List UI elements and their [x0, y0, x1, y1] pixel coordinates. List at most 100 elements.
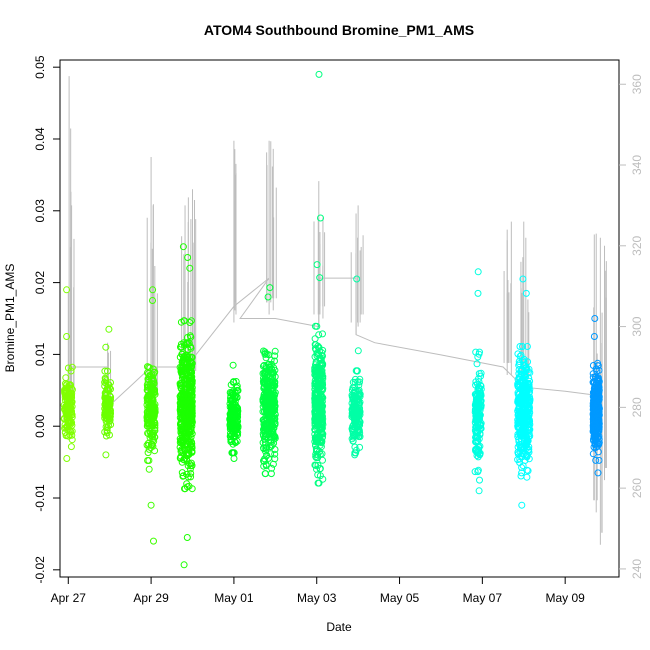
data-point: [263, 433, 270, 441]
data-point: [176, 407, 184, 415]
data-point: [268, 433, 275, 441]
data-point: [187, 425, 195, 433]
data-point: [524, 467, 532, 475]
data-point: [355, 406, 362, 414]
data-point: [311, 377, 319, 384]
data-point: [62, 374, 70, 382]
data-point: [188, 368, 195, 376]
data-point: [231, 389, 239, 397]
data-point: [472, 414, 480, 422]
data-point: [260, 391, 268, 399]
data-point: [184, 364, 192, 372]
data-point: [595, 456, 603, 464]
data-point: [179, 437, 187, 445]
data-point: [349, 425, 357, 433]
data-point: [102, 432, 110, 440]
data-point: [182, 385, 189, 393]
data-point: [150, 537, 157, 545]
data-point: [260, 462, 268, 470]
data-point: [183, 470, 191, 478]
data-point: [186, 441, 194, 449]
data-point: [514, 376, 522, 383]
data-point: [526, 393, 533, 401]
data-point: [516, 429, 524, 437]
data-point: [228, 425, 236, 433]
data-point: [181, 485, 189, 493]
data-point: [516, 343, 524, 350]
data-point: [474, 466, 482, 474]
data-point: [178, 350, 186, 358]
data-point: [179, 363, 187, 371]
data-point: [67, 408, 75, 416]
data-point: [354, 425, 362, 433]
data-point: [267, 436, 275, 444]
data-point: [312, 346, 320, 354]
y-axis-right: 240 260 280 300 320 340 360: [619, 74, 644, 579]
data-point: [150, 437, 158, 445]
data-point: [180, 397, 188, 405]
data-point: [60, 415, 68, 423]
data-point: [271, 373, 279, 381]
data-point: [177, 318, 185, 326]
y2-tick-label: 320: [630, 235, 644, 255]
data-point: [186, 264, 194, 272]
data-point: [229, 421, 237, 429]
data-point: [594, 469, 602, 477]
data-point: [318, 359, 326, 367]
data-point: [63, 286, 71, 294]
data-point: [316, 472, 324, 480]
data-point: [355, 388, 363, 396]
data-point: [318, 351, 326, 359]
data-point: [178, 385, 186, 393]
data-point: [311, 335, 319, 343]
data-point: [475, 384, 483, 392]
data-point: [311, 353, 319, 361]
data-point: [230, 412, 238, 420]
data-point: [187, 343, 195, 351]
data-point: [259, 408, 267, 416]
data-point: [262, 470, 269, 478]
y2-tick-label: 360: [630, 74, 644, 94]
data-point: [187, 420, 195, 428]
data-point: [594, 374, 602, 381]
data-point: [231, 394, 239, 402]
data-point: [589, 370, 597, 378]
data-point: [233, 426, 241, 434]
data-point: [268, 412, 276, 420]
data-point: [525, 448, 533, 456]
data-point: [104, 367, 111, 375]
data-point: [319, 373, 327, 381]
data-point: [354, 347, 362, 355]
y-tick-label: 0.02: [33, 271, 47, 295]
data-point: [590, 378, 598, 385]
data-point: [314, 430, 321, 438]
data-point: [180, 561, 188, 569]
data-point: [103, 427, 111, 435]
data-point: [143, 441, 151, 449]
data-point: [149, 297, 156, 304]
data-point: [64, 364, 72, 372]
data-point: [102, 389, 110, 397]
data-point: [261, 435, 268, 443]
chart-title: ATOM4 Southbound Bromine_PM1_AMS: [204, 22, 474, 38]
data-point: [184, 452, 192, 459]
data-point: [102, 379, 110, 387]
y-tick-label: 0.05: [33, 55, 47, 79]
data-point: [271, 352, 279, 360]
x-tick-label: May 01: [214, 591, 254, 605]
data-point: [356, 404, 364, 412]
y2-tick-label: 300: [630, 316, 644, 336]
data-point: [264, 407, 272, 415]
data-point: [349, 437, 357, 445]
data-point: [266, 395, 274, 403]
data-point: [315, 331, 323, 339]
data-point: [519, 386, 527, 394]
data-point: [104, 405, 112, 413]
data-point: [149, 365, 157, 373]
data-point: [61, 406, 69, 414]
data-point: [183, 483, 191, 491]
data-point: [591, 399, 599, 407]
data-point: [146, 372, 154, 379]
data-point: [230, 378, 238, 386]
data-point: [261, 400, 269, 408]
